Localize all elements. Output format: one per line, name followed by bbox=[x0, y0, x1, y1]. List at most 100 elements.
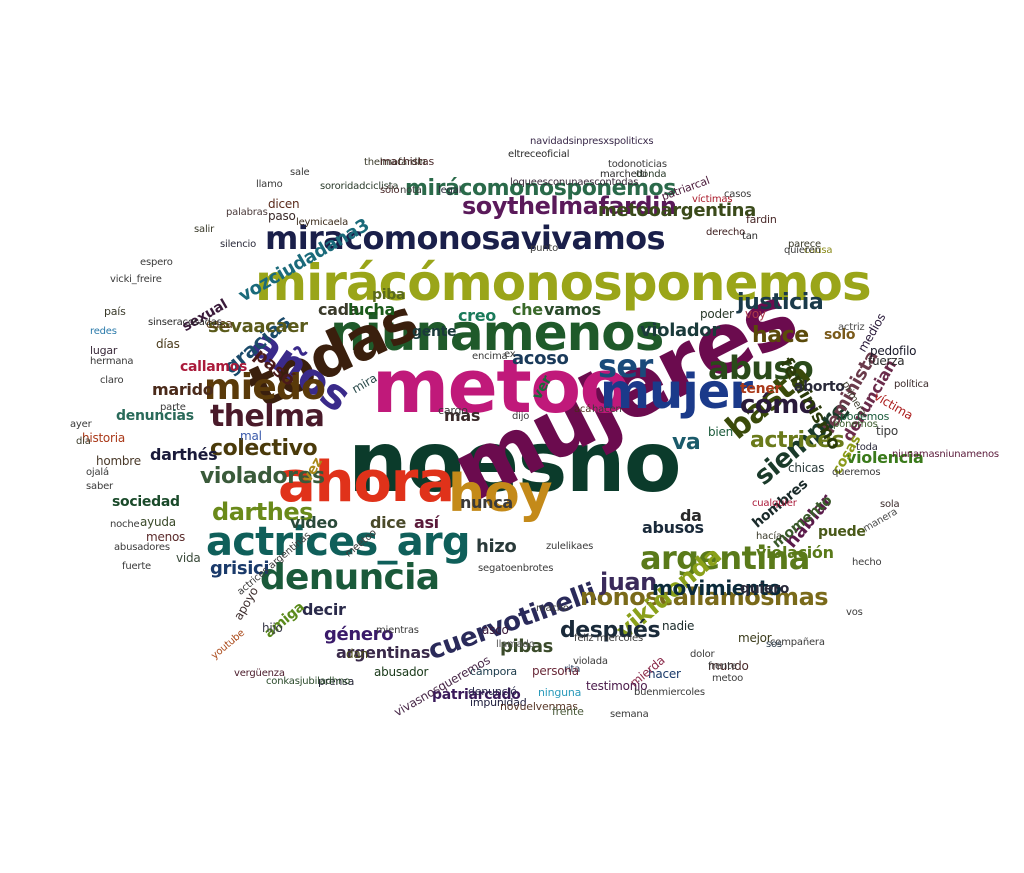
cloud-word: pedofilo bbox=[870, 344, 917, 358]
cloud-word: lucha bbox=[348, 300, 395, 319]
cloud-word: cualquier bbox=[752, 498, 797, 509]
cloud-word: va bbox=[672, 430, 701, 455]
cloud-word: donda bbox=[636, 169, 667, 180]
cloud-word: actriz bbox=[838, 322, 865, 333]
cloud-word: asco bbox=[482, 623, 509, 637]
cloud-word: vicki_freire bbox=[110, 274, 162, 285]
cloud-word: manera bbox=[861, 506, 900, 535]
cloud-word: marchetti bbox=[600, 169, 647, 180]
cloud-word: llamado bbox=[496, 639, 535, 650]
cloud-word: redes bbox=[90, 326, 117, 337]
cloud-word: ahora bbox=[278, 450, 455, 515]
cloud-word: ser bbox=[598, 347, 653, 385]
cloud-word: paso bbox=[268, 209, 296, 223]
cloud-word: loqueesconunaescontodas bbox=[510, 177, 639, 188]
cloud-word: machistas bbox=[380, 155, 435, 168]
cloud-word: cada bbox=[318, 300, 360, 319]
cloud-word: niunamenos bbox=[330, 304, 664, 362]
cloud-word: creo bbox=[458, 306, 496, 325]
cloud-word: ayer bbox=[70, 419, 92, 430]
cloud-word: palabras bbox=[226, 207, 268, 218]
cloud-word: decir bbox=[302, 600, 346, 619]
cloud-word: abuso bbox=[708, 349, 814, 387]
cloud-word: testimonio bbox=[586, 679, 648, 693]
cloud-word: denuncia bbox=[260, 557, 440, 598]
cloud-word: voy bbox=[745, 307, 766, 321]
cloud-word: aborto bbox=[794, 379, 845, 395]
cloud-word: violadores bbox=[200, 464, 325, 489]
cloud-word: niunamasniunamenos bbox=[892, 449, 999, 460]
cloud-word: historia bbox=[82, 431, 125, 445]
cloud-word: hoy bbox=[448, 464, 553, 524]
cloud-word: mundo bbox=[708, 659, 749, 673]
cloud-word: después bbox=[560, 618, 661, 643]
cloud-word: encima bbox=[472, 351, 508, 362]
cloud-word: mientras bbox=[376, 625, 419, 636]
cloud-word: hacía bbox=[756, 531, 782, 542]
cloud-word: violador bbox=[640, 320, 720, 341]
cloud-word: movimiento bbox=[652, 576, 782, 600]
cloud-word: hermana bbox=[90, 356, 134, 367]
cloud-word: buenmiercoles bbox=[634, 687, 705, 698]
cloud-word: miracomonosavivamos bbox=[265, 219, 666, 257]
cloud-word: política bbox=[894, 379, 929, 390]
cloud-word: persona bbox=[532, 664, 579, 678]
cloud-word: argentinas bbox=[336, 643, 431, 662]
cloud-word: causa bbox=[804, 245, 833, 256]
cloud-word: solo bbox=[824, 327, 856, 343]
cloud-word: país bbox=[104, 305, 126, 318]
cloud-word: sale bbox=[290, 167, 310, 178]
cloud-word: actrices_arg bbox=[206, 519, 470, 565]
cloud-word: hizo bbox=[476, 536, 517, 557]
cloud-word: noche bbox=[110, 519, 140, 530]
cloud-word: sola bbox=[880, 499, 900, 510]
cloud-word: semana bbox=[610, 709, 649, 720]
cloud-word: menos bbox=[146, 530, 186, 544]
cloud-word: nonoscallamosmas bbox=[580, 583, 829, 611]
cloud-word: thelma bbox=[210, 399, 325, 434]
cloud-word: da bbox=[680, 506, 702, 525]
cloud-word: metooargentina bbox=[598, 200, 756, 221]
cloud-word: che bbox=[512, 300, 543, 319]
cloud-word: sociedad bbox=[112, 494, 180, 510]
cloud-word: justicia bbox=[737, 290, 824, 315]
cloud-word: vergüenza bbox=[234, 668, 285, 679]
cloud-word: argentina bbox=[640, 539, 810, 577]
cloud-word: salir bbox=[194, 224, 215, 235]
cloud-word: frente bbox=[552, 705, 584, 718]
cloud-word: día bbox=[76, 436, 91, 447]
cloud-word: quieren bbox=[784, 245, 821, 256]
cloud-word: leymicaela bbox=[296, 217, 349, 228]
cloud-word: pibas bbox=[500, 636, 553, 657]
cloud-word: mal bbox=[240, 429, 262, 443]
cloud-word: hacer bbox=[648, 667, 681, 681]
cloud-word: denunció bbox=[468, 685, 517, 698]
cloud-word: queremos bbox=[832, 467, 881, 478]
cloud-word: macho bbox=[536, 603, 569, 614]
cloud-word: saber bbox=[86, 481, 113, 492]
cloud-word: sólo bbox=[380, 185, 400, 196]
cloud-word: todonoticias bbox=[608, 159, 667, 170]
cloud-word: eltreceoficial bbox=[508, 149, 570, 160]
cloud-word: frente bbox=[708, 661, 737, 672]
cloud-word: rita bbox=[564, 664, 581, 675]
cloud-word: navidadsinpresxspoliticxs bbox=[530, 136, 654, 147]
cloud-word: abusadores bbox=[114, 542, 170, 553]
cloud-word: casos bbox=[724, 189, 752, 200]
cloud-word: mirácómonosponemos bbox=[255, 254, 872, 312]
cloud-word: hombre bbox=[96, 454, 141, 468]
cloud-word: denuncias bbox=[116, 408, 194, 424]
cloud-word: género bbox=[324, 624, 394, 645]
cloud-word: hecho bbox=[852, 557, 882, 568]
cloud-word: violencia bbox=[846, 448, 924, 467]
cloud-word: novuelvenmas bbox=[500, 700, 578, 713]
cloud-word: dijo bbox=[512, 411, 530, 422]
cloud-word: parece bbox=[788, 239, 821, 250]
cloud-word: metoo bbox=[372, 344, 630, 430]
cloud-word: dolor bbox=[690, 649, 715, 660]
cloud-word: mejor bbox=[738, 631, 772, 645]
cloud-word: punto bbox=[530, 243, 559, 254]
cloud-word: podemos bbox=[840, 410, 890, 423]
cloud-word: segatoenbrotes bbox=[478, 563, 554, 574]
